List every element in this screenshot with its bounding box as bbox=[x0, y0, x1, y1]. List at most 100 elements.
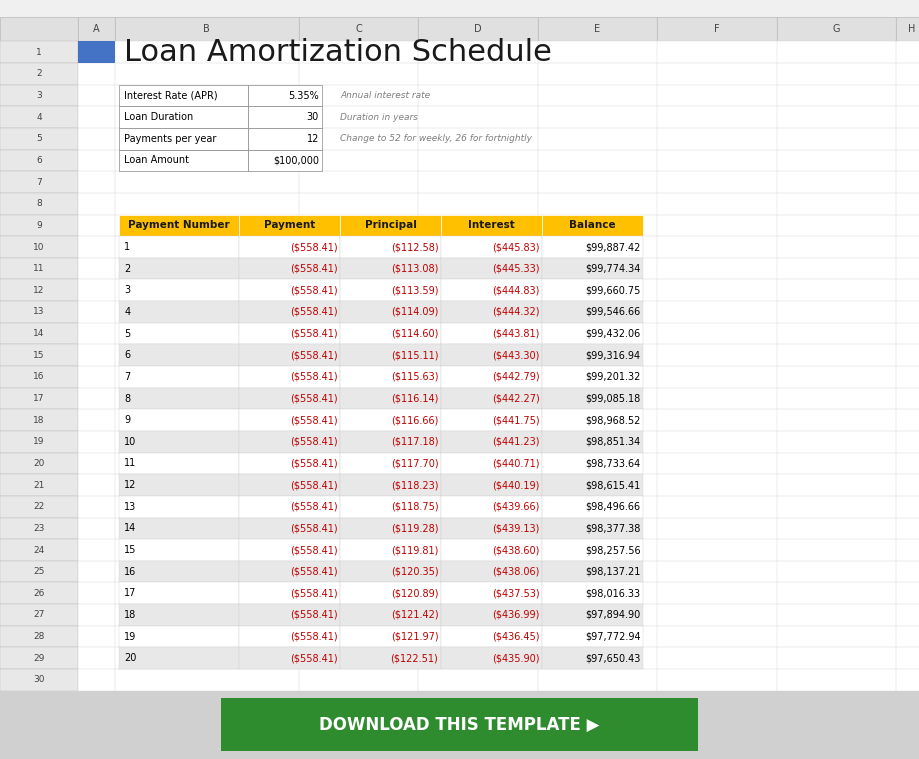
FancyBboxPatch shape bbox=[299, 17, 418, 42]
Text: 17: 17 bbox=[124, 588, 136, 598]
FancyBboxPatch shape bbox=[0, 625, 78, 647]
FancyBboxPatch shape bbox=[239, 366, 340, 388]
Text: Interest Rate (APR): Interest Rate (APR) bbox=[124, 90, 218, 100]
FancyBboxPatch shape bbox=[896, 17, 919, 42]
FancyBboxPatch shape bbox=[542, 625, 643, 647]
Text: 13: 13 bbox=[124, 502, 136, 512]
Text: $98,137.21: $98,137.21 bbox=[585, 567, 641, 577]
FancyBboxPatch shape bbox=[0, 63, 78, 85]
FancyBboxPatch shape bbox=[0, 539, 78, 561]
FancyBboxPatch shape bbox=[239, 452, 340, 474]
Text: ($115.11): ($115.11) bbox=[391, 350, 438, 361]
Text: ($120.35): ($120.35) bbox=[391, 567, 438, 577]
Text: 1: 1 bbox=[36, 48, 42, 57]
Text: Change to 52 for weekly, 26 for fortnightly: Change to 52 for weekly, 26 for fortnigh… bbox=[340, 134, 532, 143]
Text: 3: 3 bbox=[36, 91, 42, 100]
FancyBboxPatch shape bbox=[239, 474, 340, 496]
Text: 4: 4 bbox=[36, 112, 42, 121]
FancyBboxPatch shape bbox=[0, 582, 78, 604]
FancyBboxPatch shape bbox=[78, 17, 115, 42]
FancyBboxPatch shape bbox=[441, 496, 542, 518]
Text: 20: 20 bbox=[33, 459, 45, 468]
Text: 28: 28 bbox=[33, 632, 45, 641]
Text: ($558.41): ($558.41) bbox=[289, 393, 337, 404]
FancyBboxPatch shape bbox=[0, 474, 78, 496]
Text: ($118.23): ($118.23) bbox=[391, 480, 438, 490]
FancyBboxPatch shape bbox=[239, 301, 340, 323]
FancyBboxPatch shape bbox=[340, 279, 441, 301]
FancyBboxPatch shape bbox=[441, 561, 542, 582]
FancyBboxPatch shape bbox=[340, 647, 441, 669]
Text: ($558.41): ($558.41) bbox=[289, 480, 337, 490]
Text: D: D bbox=[474, 24, 482, 34]
FancyBboxPatch shape bbox=[340, 582, 441, 604]
Text: H: H bbox=[908, 24, 916, 34]
FancyBboxPatch shape bbox=[542, 452, 643, 474]
FancyBboxPatch shape bbox=[340, 518, 441, 539]
FancyBboxPatch shape bbox=[0, 366, 78, 388]
Text: $97,772.94: $97,772.94 bbox=[584, 631, 641, 641]
Text: 7: 7 bbox=[36, 178, 42, 187]
FancyBboxPatch shape bbox=[239, 409, 340, 431]
Text: ($558.41): ($558.41) bbox=[289, 502, 337, 512]
FancyBboxPatch shape bbox=[197, 695, 722, 754]
FancyBboxPatch shape bbox=[542, 561, 643, 582]
Text: ($558.41): ($558.41) bbox=[289, 242, 337, 252]
Text: 30: 30 bbox=[307, 112, 319, 122]
FancyBboxPatch shape bbox=[0, 17, 78, 42]
FancyBboxPatch shape bbox=[0, 258, 78, 279]
Text: 6: 6 bbox=[124, 350, 130, 361]
FancyBboxPatch shape bbox=[542, 647, 643, 669]
FancyBboxPatch shape bbox=[239, 323, 340, 345]
FancyBboxPatch shape bbox=[248, 150, 322, 172]
Text: $98,377.38: $98,377.38 bbox=[585, 524, 641, 534]
FancyBboxPatch shape bbox=[0, 323, 78, 345]
Text: 29: 29 bbox=[33, 653, 45, 663]
FancyBboxPatch shape bbox=[542, 474, 643, 496]
Text: ($558.41): ($558.41) bbox=[289, 285, 337, 295]
Text: 18: 18 bbox=[124, 610, 136, 620]
Text: 9: 9 bbox=[36, 221, 42, 230]
FancyBboxPatch shape bbox=[441, 625, 542, 647]
Text: $99,546.66: $99,546.66 bbox=[585, 307, 641, 317]
FancyBboxPatch shape bbox=[119, 258, 239, 279]
Text: $98,851.34: $98,851.34 bbox=[585, 437, 641, 447]
FancyBboxPatch shape bbox=[239, 647, 340, 669]
FancyBboxPatch shape bbox=[0, 193, 78, 215]
Text: 27: 27 bbox=[33, 610, 45, 619]
FancyBboxPatch shape bbox=[340, 452, 441, 474]
Text: A: A bbox=[93, 24, 100, 34]
FancyBboxPatch shape bbox=[340, 388, 441, 409]
Text: ($558.41): ($558.41) bbox=[289, 307, 337, 317]
Text: 16: 16 bbox=[124, 567, 136, 577]
FancyBboxPatch shape bbox=[119, 582, 239, 604]
FancyBboxPatch shape bbox=[542, 236, 643, 258]
FancyBboxPatch shape bbox=[119, 452, 239, 474]
Text: $99,774.34: $99,774.34 bbox=[585, 263, 641, 274]
FancyBboxPatch shape bbox=[441, 301, 542, 323]
FancyBboxPatch shape bbox=[0, 388, 78, 409]
FancyBboxPatch shape bbox=[0, 604, 78, 625]
Text: $99,316.94: $99,316.94 bbox=[585, 350, 641, 361]
FancyBboxPatch shape bbox=[119, 85, 248, 106]
Text: ($558.41): ($558.41) bbox=[289, 524, 337, 534]
Text: 11: 11 bbox=[124, 458, 136, 468]
FancyBboxPatch shape bbox=[340, 561, 441, 582]
FancyBboxPatch shape bbox=[418, 17, 538, 42]
FancyBboxPatch shape bbox=[340, 625, 441, 647]
FancyBboxPatch shape bbox=[542, 496, 643, 518]
FancyBboxPatch shape bbox=[441, 279, 542, 301]
FancyBboxPatch shape bbox=[239, 539, 340, 561]
FancyBboxPatch shape bbox=[0, 561, 78, 582]
FancyBboxPatch shape bbox=[239, 236, 340, 258]
Text: ($558.41): ($558.41) bbox=[289, 263, 337, 274]
Text: 11: 11 bbox=[33, 264, 45, 273]
FancyBboxPatch shape bbox=[239, 345, 340, 366]
FancyBboxPatch shape bbox=[441, 647, 542, 669]
Text: ($438.06): ($438.06) bbox=[492, 567, 539, 577]
Text: Loan Amortization Schedule: Loan Amortization Schedule bbox=[124, 38, 552, 67]
Text: 1: 1 bbox=[124, 242, 130, 252]
Text: 17: 17 bbox=[33, 394, 45, 403]
Text: ($436.99): ($436.99) bbox=[492, 610, 539, 620]
Text: ($558.41): ($558.41) bbox=[289, 588, 337, 598]
